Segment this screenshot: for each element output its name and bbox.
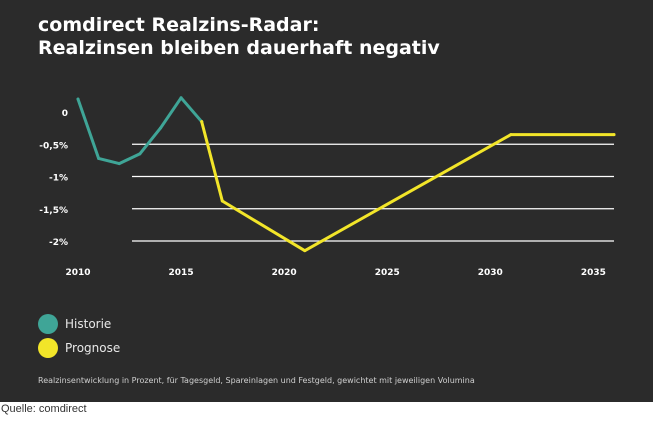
- y-tick-label: -2%: [49, 238, 68, 248]
- data-point: [220, 199, 224, 203]
- data-point: [303, 249, 307, 253]
- data-point: [200, 120, 204, 124]
- y-tick-label: 0: [62, 109, 68, 119]
- legend-label-historie: Historie: [65, 317, 112, 331]
- title-line-2: Realzinsen bleiben dauerhaft negativ: [38, 37, 440, 59]
- source-credit: Quelle: comdirect: [1, 403, 87, 415]
- data-point: [138, 152, 142, 156]
- data-point: [76, 97, 80, 101]
- title-line-1: comdirect Realzins-Radar:: [38, 14, 320, 36]
- legend-label-prognose: Prognose: [65, 341, 121, 355]
- data-point: [97, 156, 101, 160]
- y-tick-label: -1%: [49, 174, 68, 184]
- legend-item-historie: Historie: [38, 312, 120, 336]
- y-tick-label: -1,5%: [39, 206, 68, 216]
- x-tick-label: 2025: [375, 268, 400, 278]
- legend-swatch-prognose: [38, 338, 58, 358]
- data-point: [117, 162, 121, 166]
- x-tick-label: 2030: [478, 268, 503, 278]
- x-tick-label: 2015: [169, 268, 194, 278]
- x-tick-label: 2010: [65, 268, 90, 278]
- legend-swatch-historie: [38, 314, 58, 334]
- data-point: [612, 133, 616, 137]
- y-tick-label: -0,5%: [39, 141, 68, 151]
- data-point: [179, 96, 183, 100]
- x-tick-label: 2020: [272, 268, 297, 278]
- legend: Historie Prognose: [38, 312, 120, 360]
- chart-panel: [0, 0, 653, 402]
- footnote: Realzinsentwicklung in Prozent, für Tage…: [38, 376, 475, 385]
- data-point: [158, 126, 162, 130]
- data-point: [509, 133, 513, 137]
- x-tick-label: 2035: [581, 268, 606, 278]
- series-line-prognose: [200, 120, 616, 253]
- legend-item-prognose: Prognose: [38, 336, 120, 360]
- chart-title: comdirect Realzins-Radar: Realzinsen ble…: [38, 14, 440, 60]
- line-chart: 0 -0,5% -1% -1,5% -2% 2010 2015 2020 2025 2030 203…: [39, 96, 616, 278]
